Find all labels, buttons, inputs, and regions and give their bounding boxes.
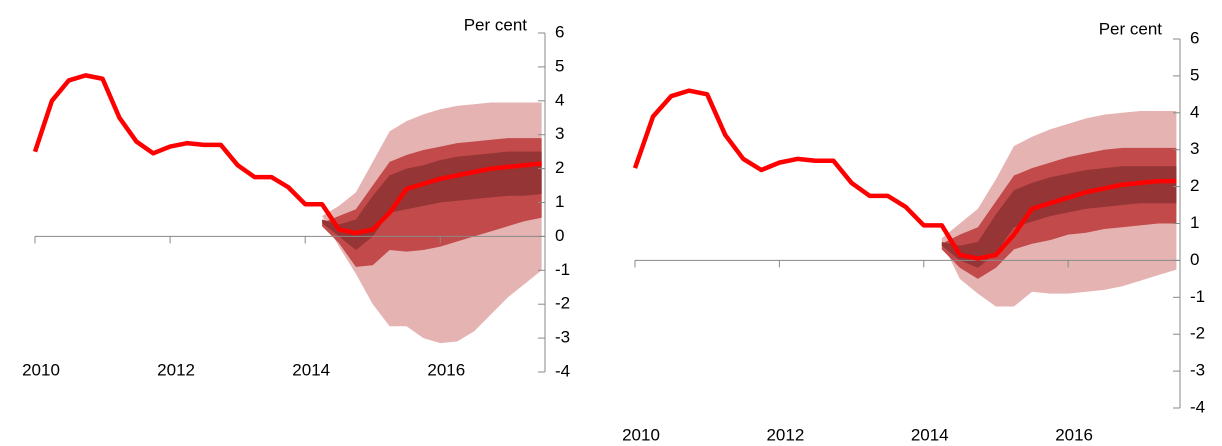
y-tick-label: -1 — [1190, 287, 1205, 306]
line — [632, 88, 1177, 261]
x-tick-label: 2014 — [292, 360, 330, 379]
y-tick-label: -3 — [1190, 361, 1205, 380]
x-tick-label: 2014 — [911, 425, 949, 444]
y-tick-label: 4 — [1190, 102, 1199, 121]
y-axis-label: Per cent — [1099, 19, 1163, 38]
y-axis-label: Per cent — [464, 15, 528, 34]
y-tick-label: 0 — [1190, 250, 1199, 269]
line — [32, 73, 542, 236]
y-tick-label: 6 — [555, 22, 564, 41]
x-tick-label: 2012 — [157, 360, 195, 379]
y-tick-label: 6 — [1190, 28, 1199, 47]
y-tick-label: 0 — [555, 226, 564, 245]
y-tick-label: 4 — [555, 90, 564, 109]
y-tick-label: 5 — [555, 56, 564, 75]
y-tick-label: 5 — [1190, 65, 1199, 84]
y-tick-label: -4 — [1190, 397, 1205, 416]
y-tick-label: 1 — [1190, 213, 1199, 232]
y-tick-label: -2 — [555, 294, 570, 313]
y-tick-label: -1 — [555, 260, 570, 279]
x-tick-label: 2010 — [622, 425, 660, 444]
y-tick-label: 2 — [1190, 176, 1199, 195]
y-tick-label: 1 — [555, 192, 564, 211]
y-tick-label: -2 — [1190, 324, 1205, 343]
y-tick-label: -3 — [555, 328, 570, 347]
y-tick-label: -4 — [555, 361, 570, 380]
x-tick-label: 2012 — [766, 425, 804, 444]
x-tick-label: 2010 — [22, 360, 60, 379]
x-tick-label: 2016 — [427, 360, 465, 379]
fan-band — [941, 166, 1177, 268]
y-tick-label: 3 — [555, 124, 564, 143]
y-tick-label: 2 — [555, 158, 564, 177]
x-tick-label: 2016 — [1055, 425, 1093, 444]
y-tick-label: 3 — [1190, 139, 1199, 158]
